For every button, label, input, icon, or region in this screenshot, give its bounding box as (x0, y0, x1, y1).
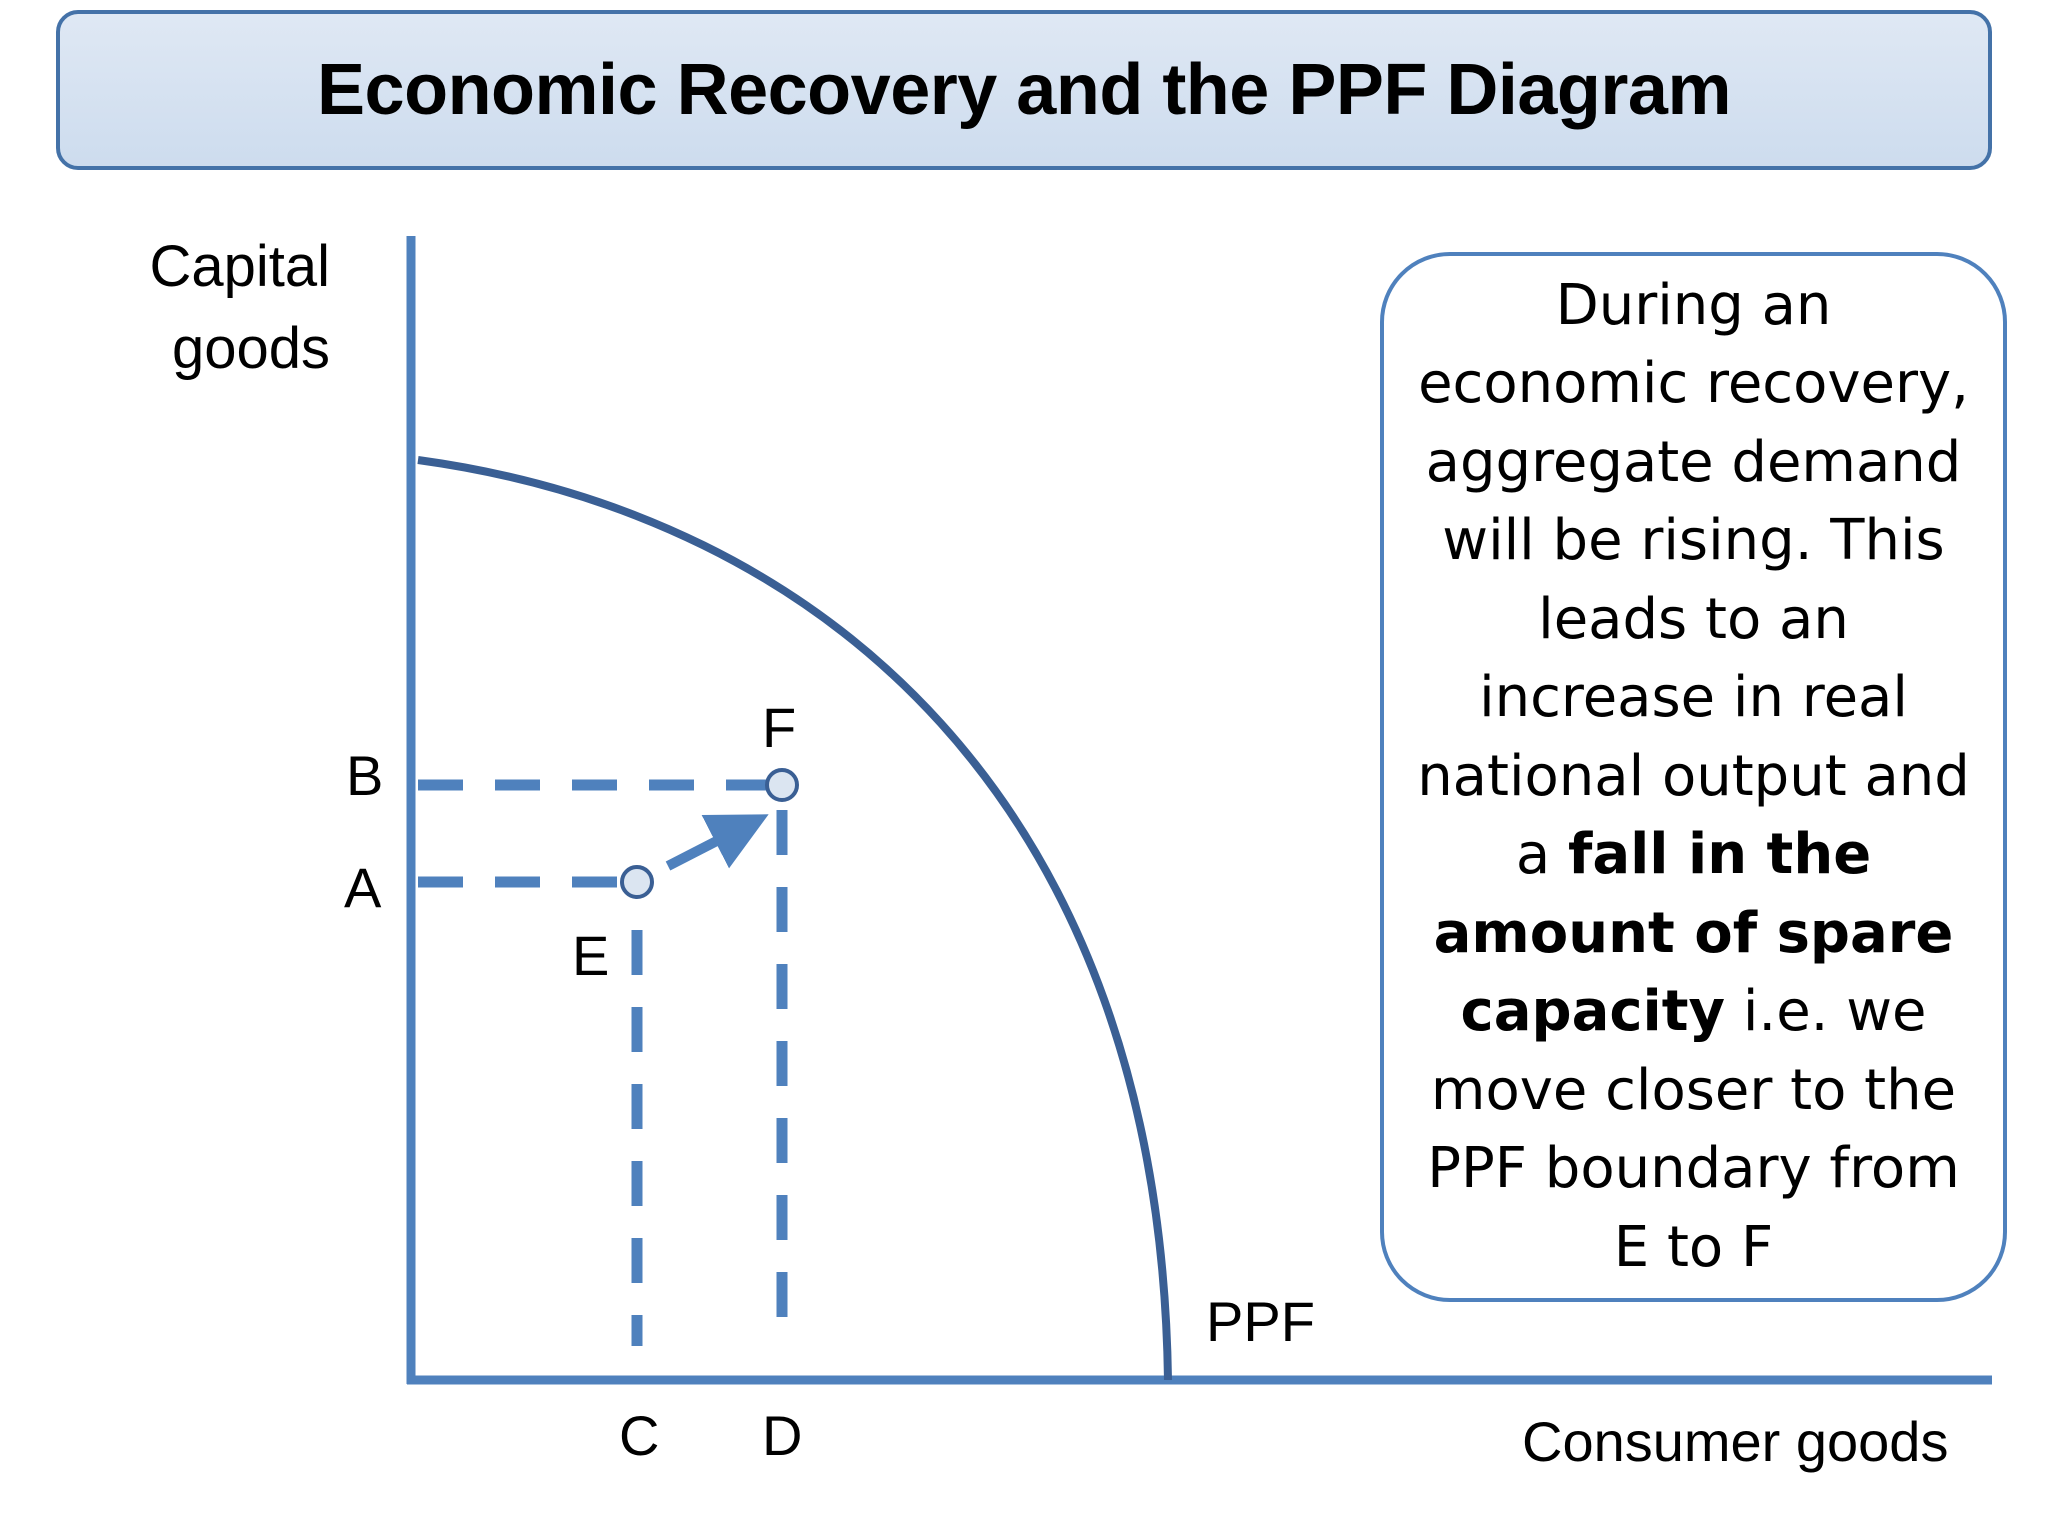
tick-label-c: C (619, 1404, 660, 1467)
movement-arrow (665, 814, 769, 871)
x-axis-label: Consumer goods (1522, 1410, 1949, 1473)
ppf-curve (417, 456, 1172, 1381)
tick-label-a: A (344, 856, 382, 919)
y-axis-label-line1: Capital (149, 234, 330, 299)
explanation-text: During an economic recovery, aggregate d… (1414, 267, 1973, 1288)
page-title: Economic Recovery and the PPF Diagram (317, 50, 1731, 130)
y-axis-label-line2: goods (171, 316, 330, 381)
title-banner: Economic Recovery and the PPF Diagram (56, 10, 1992, 170)
explanation-box: During an economic recovery, aggregate d… (1380, 252, 2007, 1302)
point-label-e: E (572, 924, 610, 987)
explanation-bold: fall in the amount of spare capacity (1433, 822, 1954, 1045)
point-f-marker (765, 768, 799, 802)
explanation-part1: During an economic recovery, aggregate d… (1417, 272, 1970, 888)
explanation-part2: i.e. we move closer to the PPF boundary … (1427, 979, 1960, 1280)
y-axis-label: Capital goods (120, 226, 330, 390)
point-e-marker (620, 865, 654, 899)
tick-label-b: B (346, 744, 384, 807)
point-label-f: F (762, 696, 797, 759)
tick-label-d: D (762, 1404, 803, 1467)
ppf-curve-label: PPF (1206, 1290, 1315, 1353)
